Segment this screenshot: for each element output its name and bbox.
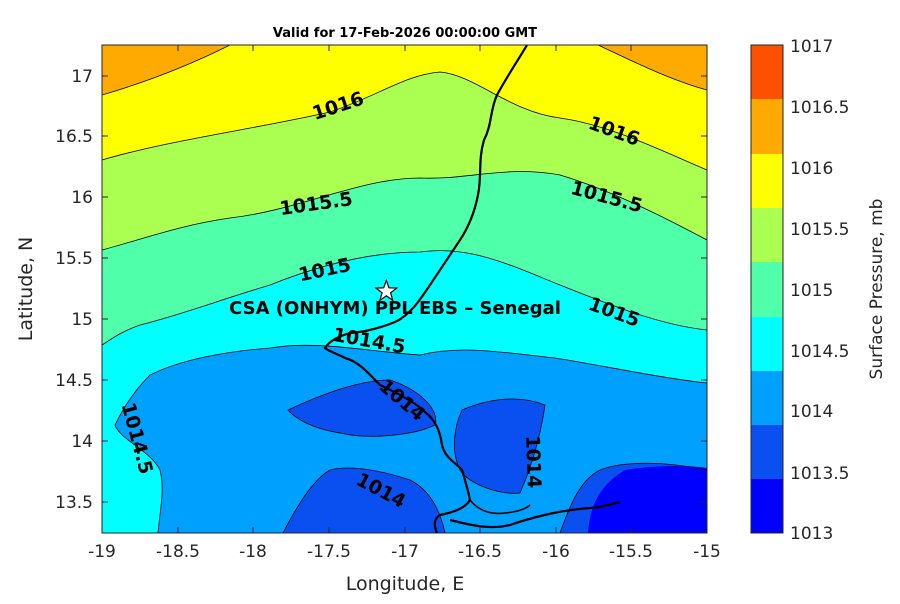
x-axis-label: Longitude, E — [346, 573, 465, 595]
colorbar-swatch — [751, 99, 783, 154]
colorbar-swatch — [751, 45, 783, 99]
band-1013.5-1014-south — [283, 468, 445, 533]
river-mouth — [469, 499, 531, 515]
colorbar-swatch — [751, 425, 783, 479]
colorbar-tick-label: 1017 — [790, 37, 833, 57]
x-tick-label: -16 — [542, 542, 570, 562]
x-tick-label: -19 — [88, 542, 116, 562]
colorbar-swatch — [751, 479, 783, 533]
axis-ticks — [101, 45, 708, 533]
x-tick-label: -16.5 — [458, 542, 502, 562]
contour-field — [102, 45, 707, 533]
river — [449, 500, 621, 529]
contour-label: 1014 — [521, 435, 545, 489]
colorbar-tick-label: 1015.5 — [790, 220, 849, 240]
coastline — [323, 45, 528, 533]
x-tick-label: -18 — [239, 542, 267, 562]
colorbar-tick-label: 1016.5 — [790, 98, 849, 118]
colorbar-tick-label: 1013 — [790, 524, 833, 544]
y-tick-label: 16.5 — [55, 127, 93, 147]
colorbar-label: Surface Pressure, mb — [867, 199, 887, 380]
colorbar-tick-label: 1013.5 — [790, 464, 849, 484]
y-tick-label: 17 — [71, 67, 93, 87]
band-1014-1014.5 — [102, 345, 707, 533]
site-marker-star-icon — [374, 278, 399, 302]
colorbar-tick-label: 1014.5 — [790, 342, 849, 362]
y-tick-label: 15 — [71, 310, 93, 330]
colorbar-frame — [750, 44, 784, 534]
band-1013.5-1014-east — [454, 398, 545, 494]
colorbar-swatch — [751, 262, 783, 317]
colorbar-tick-label: 1016 — [790, 159, 833, 179]
y-tick-label: 14.5 — [55, 371, 93, 391]
colorbar-tick-label: 1014 — [790, 402, 833, 422]
x-tick-label: -18.5 — [156, 542, 200, 562]
colorbar-swatch — [751, 154, 783, 208]
colorbar-swatch — [751, 208, 783, 262]
x-tick-label: -17 — [391, 542, 419, 562]
y-tick-labels: 13.5 14 14.5 15 15.5 16 16.5 17 — [55, 67, 93, 513]
colorbar-swatch — [751, 317, 783, 371]
band-1016-1016.5 — [102, 45, 707, 170]
y-tick-label: 15.5 — [55, 249, 93, 269]
y-tick-label: 13.5 — [55, 493, 93, 513]
contour-lines — [102, 45, 707, 533]
x-tick-labels: -19 -18.5 -18 -17.5 -17 -16.5 -16 -15.5 … — [88, 542, 721, 562]
colorbar-swatch — [751, 371, 783, 425]
colorbar: 1013 1013.5 1014 1014.5 1015 1015.5 1016… — [750, 37, 887, 544]
x-tick-label: -15.5 — [609, 542, 653, 562]
band-1016.5-1017-right — [598, 45, 707, 90]
map-title: Valid for 17-Feb-2026 00:00:00 GMT — [273, 26, 537, 41]
x-tick-label: -15 — [693, 542, 721, 562]
site-label: CSA (ONHYM) PPL EBS – Senegal — [229, 298, 561, 319]
x-tick-label: -17.5 — [307, 542, 351, 562]
colorbar-tick-label: 1015 — [790, 281, 833, 301]
y-tick-label: 16 — [71, 188, 93, 208]
y-axis-label: Latitude, N — [15, 237, 37, 342]
y-tick-label: 14 — [71, 432, 93, 452]
band-1016.5-1017-left — [102, 45, 230, 95]
band-1013-1013.5 — [588, 465, 707, 533]
